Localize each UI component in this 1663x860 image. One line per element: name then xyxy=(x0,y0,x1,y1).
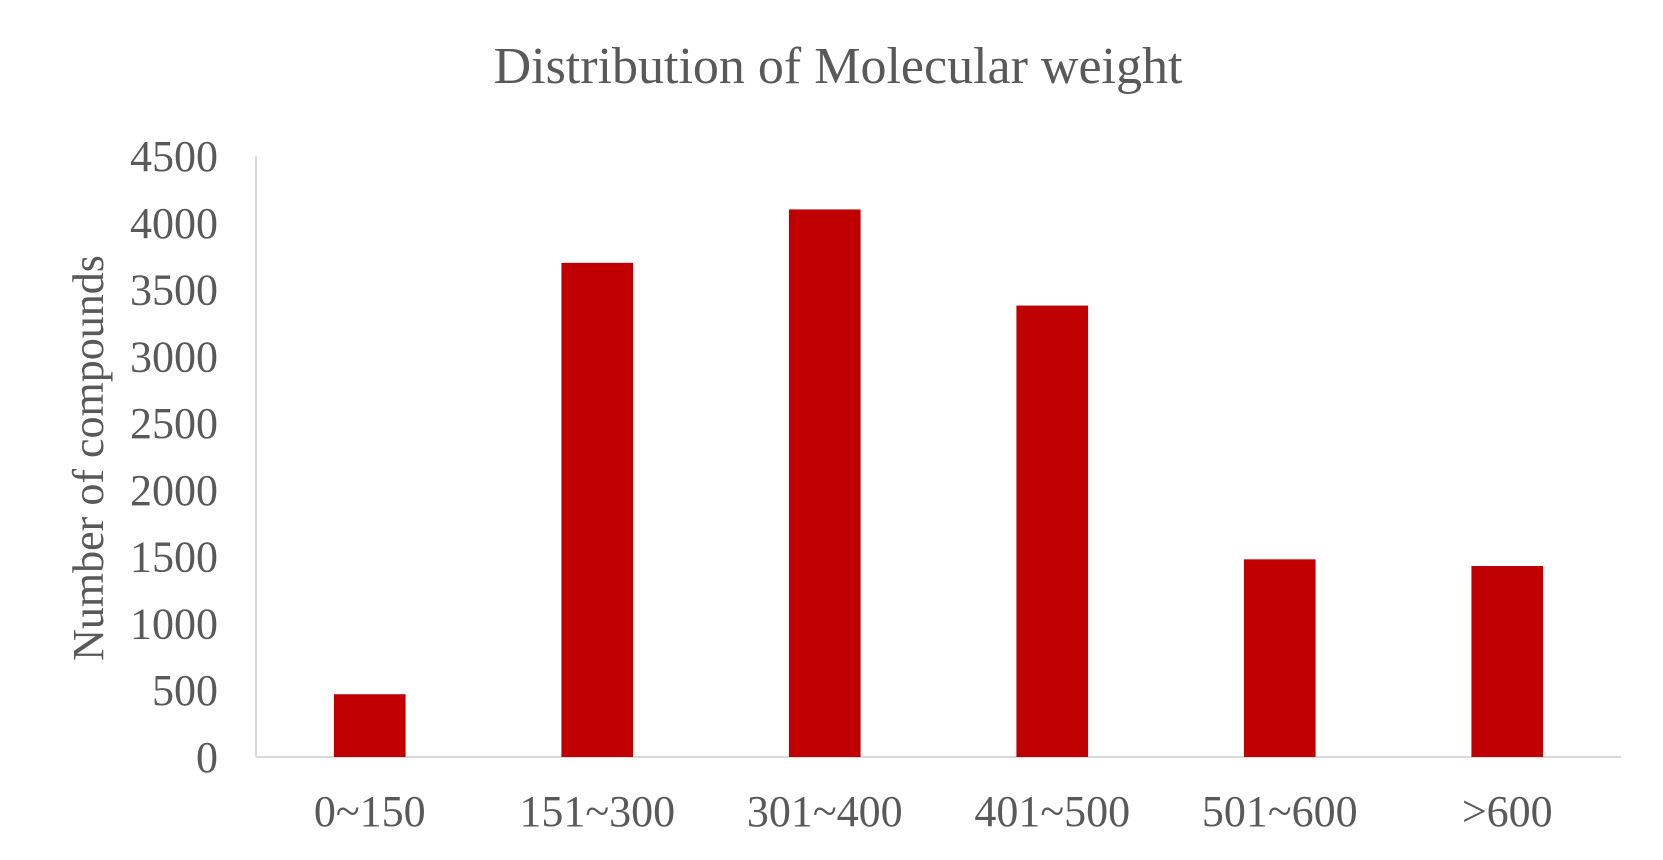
x-tick-label: 301~400 xyxy=(747,787,903,836)
y-tick-label: 1500 xyxy=(130,533,218,582)
bar-series xyxy=(333,209,1544,757)
x-tick-labels: 0~150 151~300 301~400 401~500 501~600 >600 xyxy=(314,787,1553,836)
x-tick-label: 401~500 xyxy=(974,787,1130,836)
y-tick-label: 3000 xyxy=(130,332,218,381)
y-tick-label: 4500 xyxy=(130,132,218,181)
bar xyxy=(1471,566,1544,757)
bar xyxy=(333,694,406,757)
y-tick-label: 3500 xyxy=(130,266,218,315)
y-tick-labels: 0 500 1000 1500 2000 2500 3000 3500 4000 4500 xyxy=(130,132,218,782)
y-axis-title: Number of compounds xyxy=(64,255,113,661)
y-tick-label: 2000 xyxy=(130,466,218,515)
chart-title: Distribution of Molecular weight xyxy=(494,38,1183,95)
bar xyxy=(1016,305,1089,757)
bar xyxy=(561,262,634,757)
x-tick-label: >600 xyxy=(1462,787,1553,836)
y-tick-label: 500 xyxy=(152,666,218,715)
x-tick-label: 501~600 xyxy=(1202,787,1358,836)
y-tick-label: 1000 xyxy=(130,599,218,648)
y-tick-label: 4000 xyxy=(130,199,218,248)
bar xyxy=(788,209,861,757)
y-tick-label: 0 xyxy=(196,733,218,782)
x-tick-label: 0~150 xyxy=(314,787,426,836)
bar xyxy=(1243,559,1316,757)
x-tick-label: 151~300 xyxy=(519,787,675,836)
y-tick-label: 2500 xyxy=(130,399,218,448)
